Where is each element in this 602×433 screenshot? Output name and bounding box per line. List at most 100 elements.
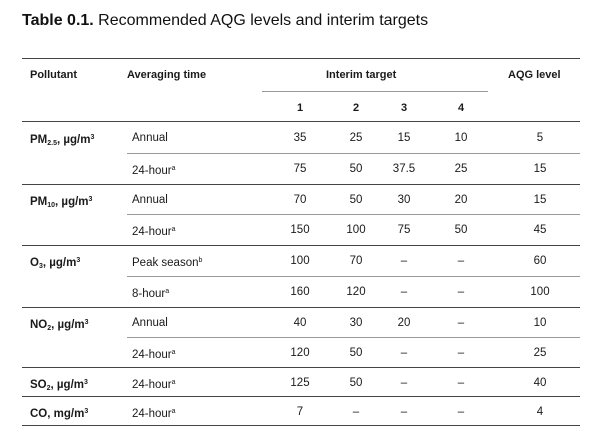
interim-target-3-value: 30 (397, 194, 411, 206)
group-separator (22, 184, 580, 185)
pollutant-unit-exponent: 3 (90, 134, 95, 141)
aqg-level-value: 100 (530, 286, 550, 298)
header-pollutant: Pollutant (30, 69, 78, 81)
averaging-time-label: 24-hour (132, 349, 172, 361)
table-title: Table 0.1. Recommended AQG levels and in… (22, 12, 429, 29)
averaging-time: 8-houra (132, 285, 169, 301)
row-separator (127, 153, 580, 154)
averaging-time-label: 24-hour (132, 226, 172, 238)
pollutant-label: O3, µg/m3 (30, 254, 80, 274)
pollutant-name: PM (30, 134, 48, 146)
averaging-time-footnote: a (171, 349, 176, 356)
interim-target-3-value: 15 (397, 132, 411, 144)
interim-target-3-value: – (400, 347, 408, 359)
averaging-time-footnote: a (171, 408, 176, 415)
averaging-time-footnote: b (198, 257, 203, 264)
aqg-level-value: 4 (536, 406, 544, 418)
averaging-time: Annual (132, 193, 168, 207)
pollutant-unit: , µg/m (50, 379, 84, 391)
row-separator (127, 276, 580, 277)
header-it-1: 1 (296, 102, 304, 114)
pollutant-subscript: 2.5 (47, 140, 57, 147)
pollutant-subscript: 2 (47, 325, 52, 332)
header-it-2: 2 (352, 102, 360, 114)
averaging-time: 24-houra (132, 223, 176, 239)
aqg-level-value: 15 (533, 163, 547, 175)
averaging-time-label: Annual (132, 317, 168, 329)
interim-target-4-value: 25 (454, 163, 468, 175)
averaging-time: 24-houra (132, 376, 176, 392)
interim-target-2-value: 50 (349, 347, 363, 359)
interim-target-2-value: 120 (346, 286, 366, 298)
averaging-time: 24-houra (132, 405, 176, 421)
averaging-time: Annual (132, 316, 168, 330)
pollutant-name: SO (30, 379, 47, 391)
aqg-level-value: 40 (533, 377, 547, 389)
interim-target-2-value: 30 (349, 317, 363, 329)
aqg-level-value: 10 (533, 317, 547, 329)
interim-target-4-value: 20 (454, 194, 468, 206)
averaging-time-footnote: a (171, 165, 176, 172)
pollutant-subscript: 2 (46, 385, 51, 392)
pollutant-name: NO (30, 319, 48, 331)
pollutant-label: CO, mg/m3 (30, 405, 88, 421)
averaging-time-label: Peak season (132, 257, 199, 269)
interim-target-4-value: – (457, 317, 465, 329)
interim-target-1-value: 40 (293, 317, 307, 329)
interim-target-4-value: 50 (454, 224, 468, 236)
interim-target-2-value: 100 (346, 224, 366, 236)
aqg-level-value: 60 (533, 255, 547, 267)
pollutant-unit: , µg/m (42, 257, 77, 269)
pollutant-unit-exponent: 3 (84, 379, 88, 386)
interim-target-3-value: – (400, 255, 408, 267)
pollutant-label: SO2, µg/m3 (30, 376, 88, 396)
averaging-time-footnote: a (171, 379, 176, 386)
aqg-level-value: 15 (533, 194, 547, 206)
interim-target-1-value: 7 (296, 406, 304, 418)
header-bottom-rule (22, 121, 580, 122)
interim-target-3-value: – (400, 406, 408, 418)
group-separator (22, 396, 580, 397)
pollutant-unit-exponent: 3 (84, 408, 89, 415)
averaging-time: Annual (132, 131, 168, 145)
interim-target-3-value: 20 (397, 317, 411, 329)
interim-target-4-value: 10 (454, 132, 468, 144)
pollutant-label: PM2.5, µg/m3 (30, 131, 94, 151)
header-aqg-level: AQG level (508, 69, 561, 81)
averaging-time-label: 8-hour (132, 288, 166, 300)
interim-target-2-value: 50 (349, 194, 363, 206)
pollutant-label: PM10, µg/m3 (30, 193, 92, 213)
header-interim-target: Interim target (326, 69, 397, 81)
interim-target-1-value: 70 (293, 194, 307, 206)
pollutant-unit-exponent: 3 (88, 196, 93, 203)
header-averaging-time: Averaging time (127, 69, 207, 81)
interim-target-2-value: 25 (349, 132, 363, 144)
pollutant-subscript: 3 (38, 263, 43, 270)
interim-target-1-value: 160 (290, 286, 310, 298)
interim-target-4-value: – (457, 255, 465, 267)
interim-target-1-value: 100 (290, 255, 310, 267)
interim-subrule (262, 91, 488, 92)
pollutant-unit-exponent: 3 (76, 257, 81, 264)
group-separator (22, 367, 580, 368)
pollutant-name: CO, mg/m (30, 408, 85, 420)
pollutant-unit: , µg/m (51, 319, 85, 331)
interim-target-2-value: – (352, 406, 360, 418)
header-it-3: 3 (400, 102, 408, 114)
pollutant-name: PM (30, 196, 48, 208)
interim-target-4-value: – (457, 406, 465, 418)
top-rule (22, 58, 580, 59)
group-separator (22, 307, 580, 308)
pollutant-unit: , µg/m (56, 134, 91, 146)
pollutant-unit: , µg/m (55, 196, 89, 208)
averaging-time-label: Annual (132, 132, 168, 144)
aqg-level-value: 45 (533, 224, 547, 236)
interim-target-1-value: 35 (293, 132, 307, 144)
averaging-time-label: Annual (132, 194, 168, 206)
bottom-rule (22, 425, 580, 426)
row-separator (127, 214, 580, 215)
aqg-level-value: 5 (536, 132, 544, 144)
interim-target-2-value: 50 (349, 377, 363, 389)
averaging-time-footnote: a (165, 288, 170, 295)
averaging-time-label: 24-hour (132, 408, 172, 420)
